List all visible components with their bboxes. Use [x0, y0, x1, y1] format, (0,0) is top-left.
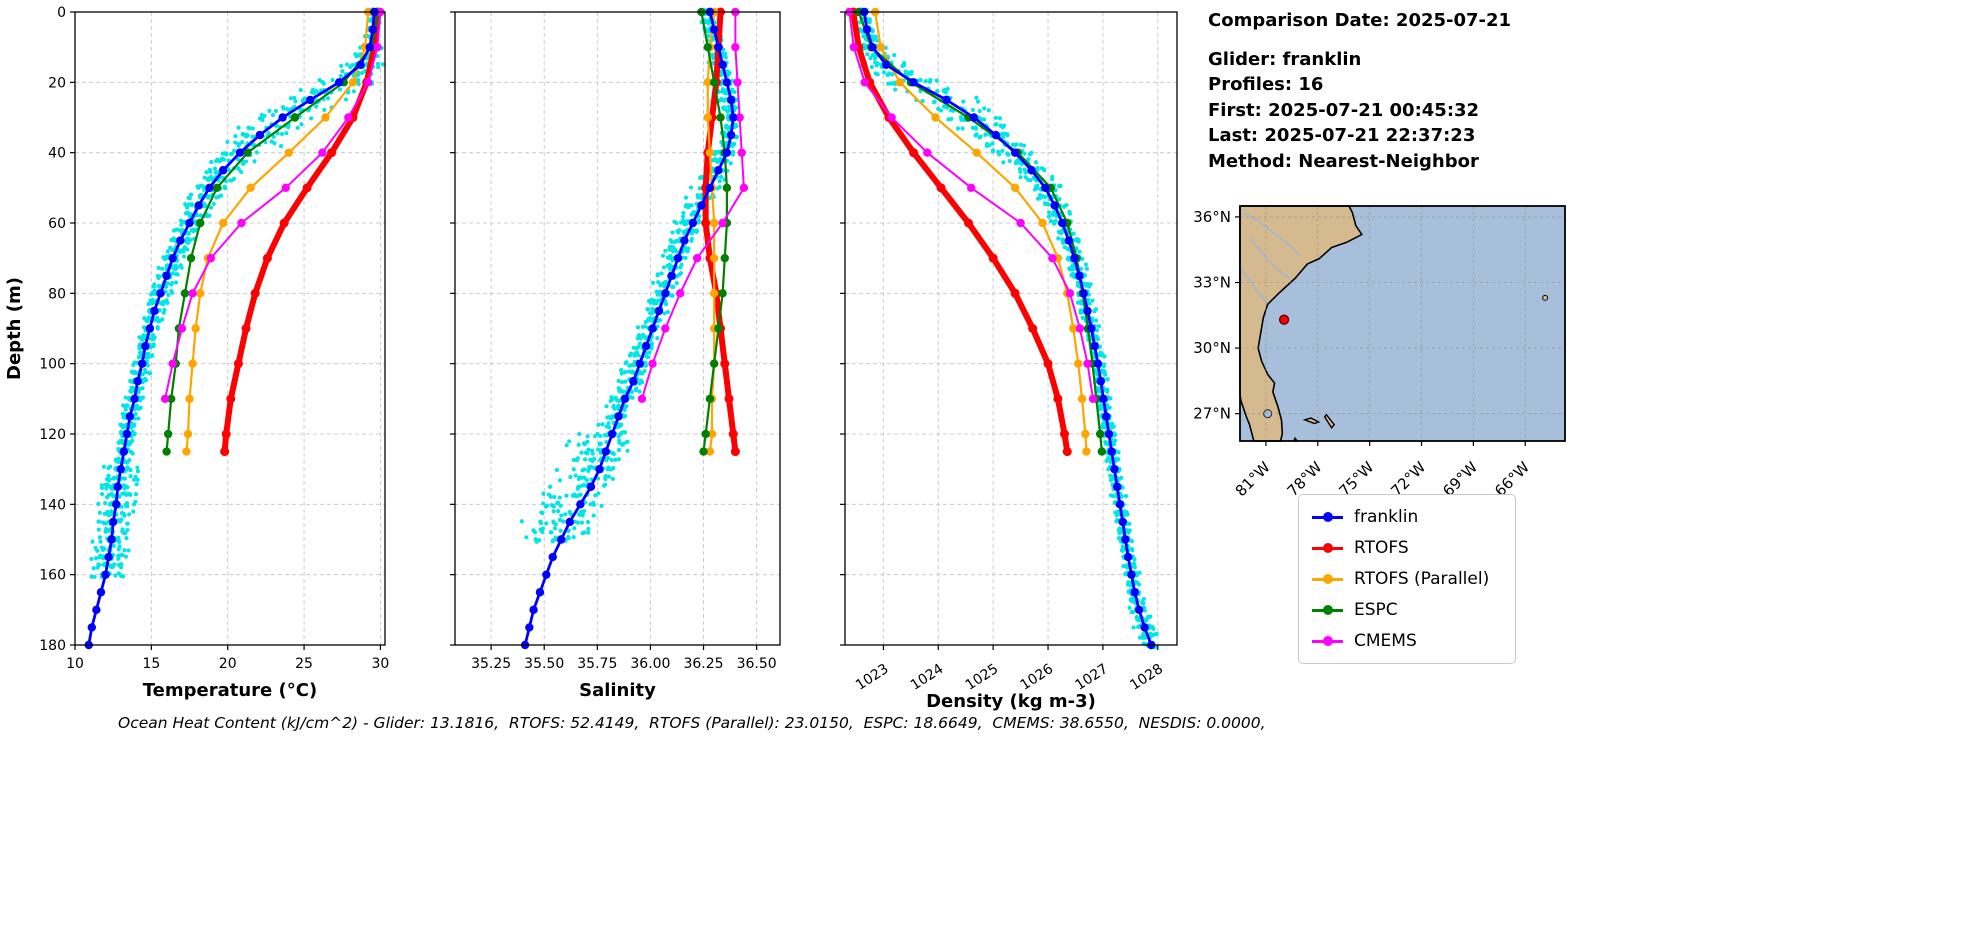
legend-label: RTOFS: [1354, 538, 1409, 558]
svg-text:Salinity: Salinity: [579, 680, 656, 701]
svg-text:120: 120: [39, 427, 66, 443]
glider-name-text: Glider: franklin: [1208, 48, 1362, 70]
svg-text:Density (kg m-3): Density (kg m-3): [926, 691, 1096, 712]
svg-text:1023: 1023: [853, 661, 892, 694]
svg-text:36.00: 36.00: [630, 656, 670, 672]
legend-marker-icon: [1312, 574, 1343, 584]
legend-label: CMEMS: [1354, 631, 1417, 651]
legend-marker-icon: [1312, 605, 1343, 615]
legend-item-franklin: franklin: [1312, 507, 1497, 527]
svg-text:36.50: 36.50: [737, 656, 777, 672]
svg-text:25: 25: [295, 656, 313, 672]
svg-text:1028: 1028: [1127, 661, 1166, 694]
svg-text:Temperature (°C): Temperature (°C): [143, 680, 317, 701]
first-profile-time-text: First: 2025-07-21 00:45:32: [1208, 99, 1480, 121]
svg-text:10: 10: [66, 656, 84, 672]
svg-text:180: 180: [39, 638, 66, 654]
legend-marker-icon: [1312, 636, 1343, 646]
legend-item-espc: ESPC: [1312, 600, 1497, 620]
legend: franklin RTOFS RTOFS (Parallel) ESPC CME…: [1298, 494, 1516, 664]
legend-label: franklin: [1354, 507, 1419, 527]
legend-label: ESPC: [1354, 600, 1398, 620]
legend-item-rtofs: RTOFS: [1312, 538, 1497, 558]
svg-text:20: 20: [219, 656, 237, 672]
method-text: Method: Nearest-Neighbor: [1208, 150, 1479, 172]
svg-text:60: 60: [48, 216, 66, 232]
svg-text:36.25: 36.25: [683, 656, 723, 672]
legend-item-cmems: CMEMS: [1312, 631, 1497, 651]
svg-text:40: 40: [48, 146, 66, 162]
svg-text:20: 20: [48, 75, 66, 91]
legend-marker-icon: [1312, 543, 1343, 553]
comparison-date-text: Comparison Date: 2025-07-21: [1208, 10, 1512, 31]
ocean-heat-content-footer: Ocean Heat Content (kJ/cm^2) - Glider: 1…: [118, 714, 1266, 732]
svg-text:Depth (m): Depth (m): [4, 277, 25, 380]
svg-text:1026: 1026: [1018, 661, 1057, 694]
info-panel: Comparison Date: 2025-07-21 Glider: fran…: [1208, 8, 1511, 174]
svg-text:33°N: 33°N: [1193, 274, 1231, 292]
last-profile-time-text: Last: 2025-07-21 22:37:23: [1208, 125, 1476, 147]
svg-text:160: 160: [39, 568, 66, 584]
svg-text:30°N: 30°N: [1193, 339, 1231, 357]
salinity-profile-chart: 35.25 35.50 35.75 36.00 36.25 36.50 Salinity: [450, 7, 781, 701]
svg-text:35.75: 35.75: [577, 656, 617, 672]
density-profile-chart: 1023 1024 1025 1026 1027 1028 Density (kg m-3): [840, 7, 1178, 712]
svg-text:81°W: 81°W: [1232, 458, 1274, 500]
profiles-count-text: Profiles: 16: [1208, 74, 1324, 96]
svg-text:1025: 1025: [963, 661, 1002, 694]
svg-text:0: 0: [57, 5, 66, 21]
svg-text:1024: 1024: [908, 661, 947, 694]
svg-text:15: 15: [142, 656, 160, 672]
svg-text:35.50: 35.50: [524, 656, 564, 672]
legend-label: RTOFS (Parallel): [1354, 569, 1490, 589]
legend-marker-icon: [1312, 512, 1343, 522]
svg-text:140: 140: [39, 497, 66, 513]
svg-text:35.25: 35.25: [471, 656, 511, 672]
temperature-profile-chart: 10 15 20 25 30 0 20 40 60 80 100 120 140 160 180 Temper…: [4, 5, 390, 701]
svg-text:1027: 1027: [1072, 661, 1111, 694]
svg-text:30: 30: [372, 656, 390, 672]
svg-text:100: 100: [39, 357, 66, 373]
svg-text:36°N: 36°N: [1193, 208, 1231, 226]
svg-text:80: 80: [48, 286, 66, 302]
svg-text:27°N: 27°N: [1193, 405, 1231, 423]
legend-item-rtofs-parallel: RTOFS (Parallel): [1312, 569, 1497, 589]
location-map: 36°N33°N30°N27°N81°W 78°W 75°W 72°W 69°W 66°W: [1193, 205, 1566, 500]
